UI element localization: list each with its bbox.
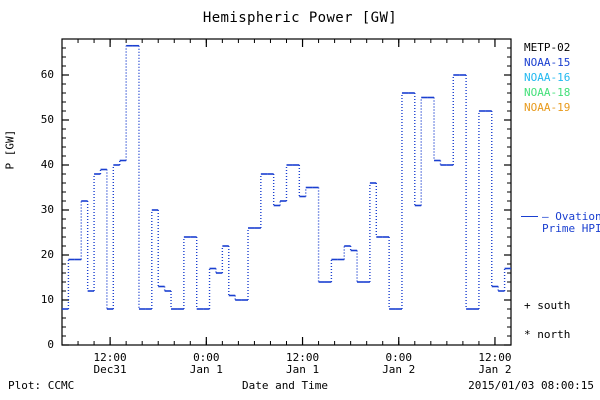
y-tick-label: 60: [40, 68, 54, 81]
legend-item-metp-02[interactable]: METP-02: [524, 41, 571, 54]
legend-item-noaa-19[interactable]: NOAA-19: [524, 101, 571, 114]
x-tick-label: 12:00 Dec31: [75, 352, 145, 376]
y-tick-label: 20: [40, 248, 54, 261]
y-tick-label: 50: [40, 113, 54, 126]
plot-source-footer: Plot: CCMC: [8, 379, 75, 392]
x-tick-label: 12:00 Jan 1: [268, 352, 338, 376]
x-tick-date: Jan 2: [382, 363, 416, 376]
y-tick-label: 0: [47, 338, 54, 351]
ovation-label-line2: Prime HPI: [542, 222, 600, 235]
y-tick-label: 10: [40, 293, 54, 306]
legend-item-noaa-16[interactable]: NOAA-16: [524, 71, 571, 84]
x-tick-date: Jan 2: [478, 363, 512, 376]
y-tick-label: 40: [40, 158, 54, 171]
ovation-label-line1: — Ovation: [542, 210, 600, 223]
x-tick-time: 12:00: [93, 351, 127, 364]
data-series: [62, 44, 511, 310]
x-tick-label: 12:00 Jan 2: [460, 352, 530, 376]
data-series-group: [62, 44, 511, 310]
x-tick-date: Jan 1: [285, 363, 320, 376]
north-marker-legend: * north: [524, 328, 571, 341]
x-tick-date: Jan 1: [189, 363, 223, 376]
x-tick-label: 0:00 Jan 1: [171, 352, 241, 376]
ovation-prime-hpi-note: — Ovation Prime HPI: [542, 211, 600, 235]
x-tick-time: 12:00: [478, 351, 512, 364]
x-tick-time: 12:00: [285, 351, 320, 364]
x-tick-time: 0:00: [193, 351, 220, 364]
x-tick-time: 0:00: [385, 351, 413, 364]
legend-item-noaa-15[interactable]: NOAA-15: [524, 56, 571, 69]
x-tick-label: 0:00 Jan 2: [364, 352, 434, 376]
plot-timestamp-footer: 2015/01/03 08:00:15: [468, 379, 594, 392]
x-tick-date: Dec31: [93, 363, 127, 376]
plot-frame: [61, 38, 512, 346]
ovation-line-sample: [521, 216, 538, 217]
south-marker-legend: + south: [524, 299, 571, 312]
y-tick-label: 30: [40, 203, 54, 216]
x-axis-label: Date and Time: [241, 379, 329, 392]
legend-item-noaa-18[interactable]: NOAA-18: [524, 86, 571, 99]
legend: METP-02 NOAA-15 NOAA-16 NOAA-18 NOAA-19: [524, 40, 600, 115]
page-title: Hemispheric Power [GW]: [202, 10, 398, 26]
